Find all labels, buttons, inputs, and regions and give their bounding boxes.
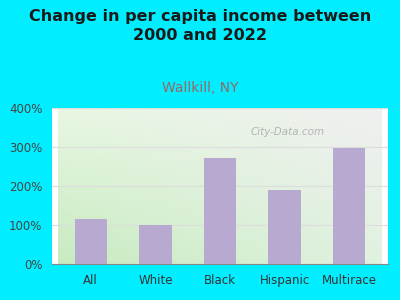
Bar [139,225,172,264]
Text: Change in per capita income between
2000 and 2022: Change in per capita income between 2000… [29,9,371,43]
Bar [75,219,107,264]
Bar [333,148,365,264]
Bar [268,190,301,264]
Text: City-Data.com: City-Data.com [250,127,324,137]
Bar [204,158,236,264]
Text: Wallkill, NY: Wallkill, NY [162,81,238,95]
